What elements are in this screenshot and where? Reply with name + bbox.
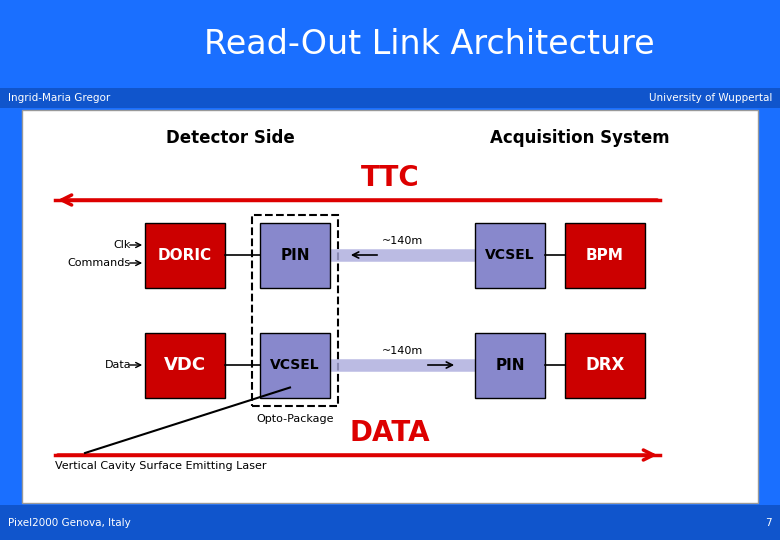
Text: Pixel2000 Genova, Italy: Pixel2000 Genova, Italy bbox=[8, 517, 131, 528]
Text: VCSEL: VCSEL bbox=[270, 358, 320, 372]
Bar bbox=[565, 333, 645, 397]
Text: PIN: PIN bbox=[280, 247, 310, 262]
Text: PIN: PIN bbox=[495, 357, 525, 373]
Bar bbox=[565, 222, 645, 287]
Bar bbox=[0, 0, 780, 88]
Bar bbox=[22, 110, 758, 503]
Bar bbox=[475, 222, 545, 287]
Text: 7: 7 bbox=[765, 517, 772, 528]
Text: BPM: BPM bbox=[586, 247, 624, 262]
Text: DORIC: DORIC bbox=[158, 247, 212, 262]
Text: DATA: DATA bbox=[349, 419, 431, 447]
Text: Commands: Commands bbox=[68, 258, 131, 268]
Text: Acquisition System: Acquisition System bbox=[490, 129, 670, 147]
Text: VCSEL: VCSEL bbox=[485, 248, 535, 262]
Text: Read-Out Link Architecture: Read-Out Link Architecture bbox=[204, 28, 654, 60]
Text: Vertical Cavity Surface Emitting Laser: Vertical Cavity Surface Emitting Laser bbox=[55, 461, 267, 471]
Bar bbox=[260, 222, 330, 287]
Text: Opto-Package: Opto-Package bbox=[257, 414, 334, 423]
Bar bbox=[145, 333, 225, 397]
Bar bbox=[260, 333, 330, 397]
Text: ~140m: ~140m bbox=[382, 346, 423, 356]
Text: ~140m: ~140m bbox=[382, 236, 423, 246]
Bar bbox=[252, 214, 338, 406]
Text: TTC: TTC bbox=[360, 164, 420, 192]
Text: Detector Side: Detector Side bbox=[165, 129, 294, 147]
Text: Clk: Clk bbox=[114, 240, 131, 250]
Text: Data: Data bbox=[105, 360, 131, 370]
Text: VDC: VDC bbox=[164, 356, 206, 374]
Text: University of Wuppertal: University of Wuppertal bbox=[649, 93, 772, 103]
Bar bbox=[475, 333, 545, 397]
Bar bbox=[0, 505, 780, 540]
Text: Ingrid-Maria Gregor: Ingrid-Maria Gregor bbox=[8, 93, 110, 103]
Text: DRX: DRX bbox=[585, 356, 625, 374]
Bar bbox=[0, 88, 780, 108]
Bar bbox=[145, 222, 225, 287]
